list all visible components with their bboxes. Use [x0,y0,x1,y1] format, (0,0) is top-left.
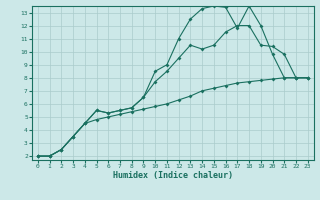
X-axis label: Humidex (Indice chaleur): Humidex (Indice chaleur) [113,171,233,180]
